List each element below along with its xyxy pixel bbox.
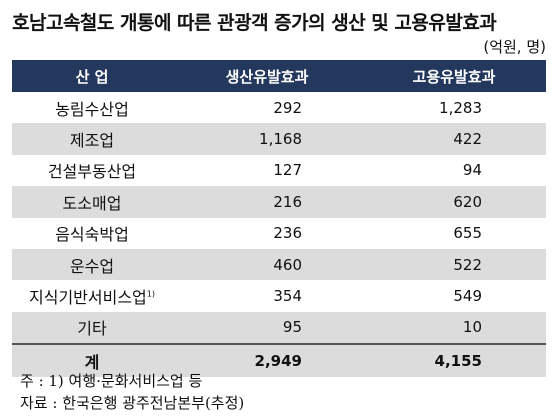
industry-label: 운수업	[69, 256, 115, 276]
employment-value: 549	[362, 280, 546, 312]
table-row: 도소매업 216 620	[12, 186, 546, 218]
header-industry: 산 업	[12, 60, 172, 92]
production-value: 354	[172, 280, 362, 312]
industry-name: 음식숙박업	[12, 217, 172, 249]
employment-value: 655	[362, 217, 546, 249]
industry-name: 제조업	[12, 123, 172, 155]
industry-label: 기타	[77, 319, 107, 339]
employment-value: 522	[362, 248, 546, 281]
employment-value: 10	[362, 311, 546, 345]
production-value: 1,168	[172, 123, 362, 155]
total-label: 계	[12, 343, 172, 378]
industry-label: 지식기반서비스업	[29, 288, 147, 308]
footnote: 주 : 1) 여행·문화서비스업 등	[20, 372, 203, 390]
header-production: 생산유발효과	[172, 60, 362, 92]
employment-value: 422	[362, 123, 546, 155]
industry-label: 도소매업	[62, 193, 122, 213]
table-row: 건설부동산업 127 94	[12, 154, 546, 187]
table-header-row: 산 업 생산유발효과 고용유발효과	[12, 60, 546, 92]
production-value: 236	[172, 217, 362, 249]
employment-value: 620	[362, 186, 546, 218]
header-employment: 고용유발효과	[362, 60, 546, 92]
table-row: 제조업 1,168 422	[12, 123, 546, 155]
source-note: 자료 : 한국은행 광주전남본부(추정)	[20, 394, 245, 412]
production-value: 460	[172, 248, 362, 281]
industry-name: 지식기반서비스업1)	[12, 280, 172, 312]
effects-table: 산 업 생산유발효과 고용유발효과 농림수산업 292 1,283 제조업 1,168 4…	[12, 60, 546, 378]
total-production: 2,949	[172, 343, 362, 378]
industry-name: 기타	[12, 311, 172, 345]
table-row: 기타 95 10	[12, 311, 546, 345]
industry-name: 건설부동산업	[12, 154, 172, 187]
industry-label: 건설부동산업	[47, 162, 137, 182]
total-employment: 4,155	[362, 343, 546, 378]
footnote-marker: 1)	[146, 289, 155, 299]
page-title: 호남고속철도 개통에 따른 관광객 증가의 생산 및 고용유발효과	[12, 12, 497, 34]
table-row: 운수업 460 522	[12, 248, 546, 281]
unit-label: (억원, 명)	[483, 38, 546, 56]
employment-value: 94	[362, 154, 546, 187]
industry-name: 운수업	[12, 248, 172, 281]
industry-name: 도소매업	[12, 186, 172, 218]
employment-value: 1,283	[362, 92, 546, 124]
footnotes: 주 : 1) 여행·문화서비스업 등 자료 : 한국은행 광주전남본부(추정)	[20, 370, 244, 414]
production-value: 95	[172, 311, 362, 345]
table-total-row: 계 2,949 4,155	[12, 343, 546, 378]
table-row: 농림수산업 292 1,283	[12, 92, 546, 124]
industry-name: 농림수산업	[12, 92, 172, 124]
production-value: 216	[172, 186, 362, 218]
table-row: 음식숙박업 236 655	[12, 217, 546, 249]
production-value: 127	[172, 154, 362, 187]
industry-label: 제조업	[69, 131, 115, 151]
production-value: 292	[172, 92, 362, 124]
industry-label: 농림수산업	[55, 99, 129, 119]
table-row: 지식기반서비스업1) 354 549	[12, 280, 546, 312]
industry-label: 음식숙박업	[55, 225, 129, 245]
